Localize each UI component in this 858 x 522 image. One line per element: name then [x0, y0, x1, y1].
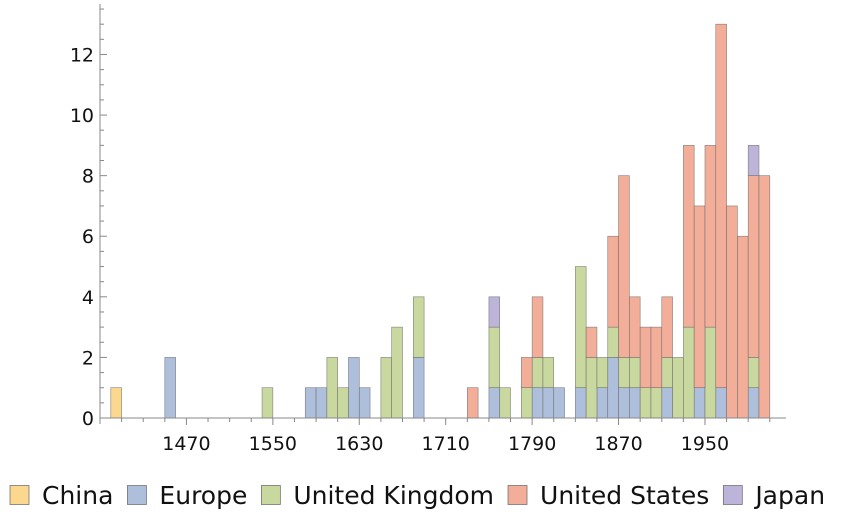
bar-united-kingdom-1680 — [412, 296, 425, 358]
bar-united-states-1870 — [618, 175, 630, 358]
y-tick-label: 12 — [70, 44, 94, 66]
bar-united-states-2000 — [758, 175, 771, 419]
bar-united-states-1960 — [715, 23, 727, 389]
legend-swatch-united-states — [507, 485, 528, 505]
bar-united-states-1780 — [521, 357, 533, 389]
bar-united-states-1980 — [737, 235, 749, 419]
bar-europe-1590 — [315, 387, 328, 419]
x-tick-label: 1550 — [249, 433, 297, 455]
bar-united-kingdom-1920 — [672, 357, 684, 419]
bar-united-states-1840 — [585, 326, 598, 358]
x-tick-label: 1870 — [594, 433, 642, 455]
bar-europe-1450 — [164, 357, 176, 419]
bar-united-states-1730 — [467, 387, 479, 419]
legend-swatch-europe — [127, 485, 147, 505]
bar-united-kingdom-1890 — [639, 387, 652, 419]
legend-label-china: China — [42, 481, 113, 510]
legend-label-japan: Japan — [753, 481, 825, 510]
bar-united-kingdom-1950 — [704, 326, 717, 419]
y-tick-label: 6 — [82, 226, 94, 248]
bar-united-kingdom-1610 — [337, 387, 349, 419]
bar-united-kingdom-1900 — [650, 387, 663, 419]
bar-europe-1830 — [575, 387, 587, 419]
bar-united-kingdom-1930 — [683, 326, 695, 419]
bar-europe-1990 — [747, 387, 760, 419]
y-tick-label: 4 — [82, 287, 94, 309]
legend-swatch-japan — [722, 485, 743, 505]
bar-europe-1810 — [553, 387, 565, 419]
bars-layer — [110, 23, 771, 419]
bar-united-kingdom-1750 — [488, 326, 501, 389]
x-tick-label: 1950 — [681, 433, 729, 455]
y-tick-label: 8 — [82, 166, 94, 188]
bar-europe-1960 — [715, 387, 727, 419]
bar-united-kingdom-1540 — [261, 387, 274, 419]
bar-united-kingdom-1880 — [629, 357, 641, 389]
bar-europe-1800 — [542, 387, 555, 419]
y-tick-label: 10 — [70, 105, 94, 127]
bar-united-states-1860 — [607, 235, 619, 328]
bar-europe-1790 — [531, 387, 544, 419]
bar-united-kingdom-1760 — [499, 387, 511, 419]
bar-united-kingdom-1850 — [596, 357, 609, 389]
x-tick-label: 1470 — [162, 433, 210, 455]
legend-swatch-china — [9, 485, 30, 505]
bar-united-kingdom-1910 — [661, 357, 673, 389]
bar-europe-1910 — [661, 387, 673, 419]
bar-japan-1750 — [488, 296, 501, 328]
bar-united-kingdom-1840 — [585, 357, 598, 419]
legend-label-united-states: United States — [540, 481, 709, 510]
bar-united-kingdom-1650 — [380, 357, 392, 419]
bar-europe-1870 — [618, 387, 630, 419]
bar-united-states-1890 — [639, 326, 652, 389]
bar-united-states-1880 — [629, 296, 641, 358]
bar-united-states-1970 — [726, 205, 738, 419]
bar-europe-1680 — [412, 357, 425, 419]
bar-united-kingdom-1780 — [521, 387, 533, 419]
bar-united-states-1790 — [531, 296, 544, 358]
x-tick-label: 1790 — [508, 433, 556, 455]
legend-label-united-kingdom: United Kingdom — [293, 481, 494, 510]
y-tick-label: 0 — [82, 408, 94, 430]
bar-united-kingdom-1660 — [391, 326, 403, 419]
bar-united-kingdom-1790 — [531, 357, 544, 389]
legend-swatch-united-kingdom — [260, 485, 281, 505]
bar-united-kingdom-1860 — [607, 326, 619, 358]
bar-europe-1630 — [358, 387, 371, 419]
bar-united-states-1950 — [704, 145, 717, 328]
bar-united-kingdom-1800 — [542, 357, 555, 389]
bar-united-kingdom-1830 — [575, 266, 587, 389]
bar-europe-1940 — [693, 387, 706, 419]
bar-europe-1620 — [348, 357, 360, 419]
bar-japan-1990 — [747, 145, 760, 176]
bar-united-states-1930 — [683, 145, 695, 328]
bar-europe-1860 — [607, 357, 619, 419]
bar-europe-1850 — [596, 387, 609, 419]
x-tick-label: 1710 — [422, 433, 470, 455]
bar-united-states-1900 — [650, 326, 663, 389]
bar-united-kingdom-1990 — [747, 357, 760, 389]
bar-europe-1750 — [488, 387, 501, 419]
bar-china-1400 — [110, 387, 122, 419]
x-tick-label: 1630 — [335, 433, 383, 455]
bar-europe-1580 — [304, 387, 317, 419]
bar-europe-1880 — [629, 387, 641, 419]
bar-united-states-1990 — [747, 175, 760, 358]
bar-united-states-1940 — [693, 205, 706, 389]
bar-united-kingdom-1870 — [618, 357, 630, 389]
y-tick-label: 2 — [82, 347, 94, 369]
axes-layer: 0 2 4 6 8 10 12 1470 1550 1630 1710 1790 1870 1950 — [70, 4, 786, 455]
legend-label-europe: Europe — [159, 481, 247, 510]
bar-united-states-1910 — [661, 296, 673, 358]
bar-united-kingdom-1600 — [326, 357, 338, 419]
legend: China Europe United Kingdom United States Ja… — [9, 481, 825, 510]
